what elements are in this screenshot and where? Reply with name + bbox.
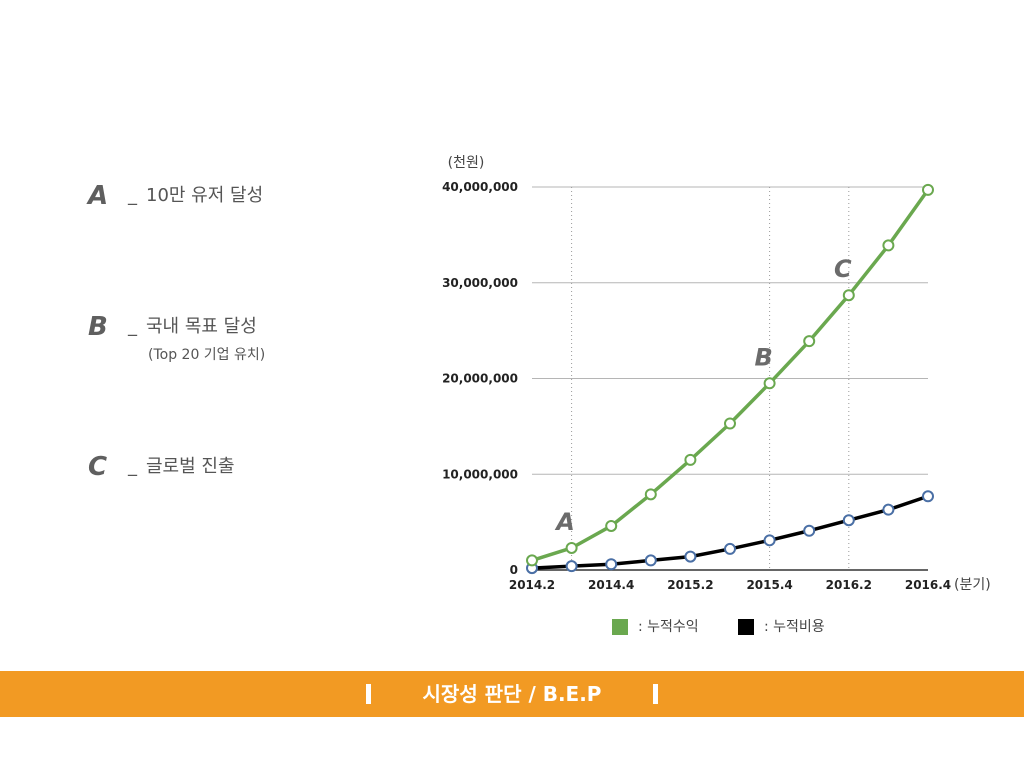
milestone-letter: C	[88, 452, 108, 482]
data-point-revenue	[763, 377, 776, 390]
data-point-cost	[922, 490, 934, 503]
milestone-dash: _	[128, 456, 137, 477]
x-axis-label: (분기)	[954, 577, 991, 593]
x-tick-label: 2016.2	[826, 578, 872, 592]
data-point-revenue	[565, 541, 578, 554]
data-point-revenue	[605, 519, 618, 532]
milestone-text: 국내 목표 달성	[146, 316, 257, 337]
x-tick-label: 2016.4	[905, 578, 951, 592]
milestone-list: A _ 10만 유저 달성 B _ 국내 목표 달성 (Top 20 기업 유치…	[0, 0, 420, 600]
banner-title: 시장성 판단 / B.E.P	[422, 682, 602, 706]
legend-swatch-cost	[738, 619, 754, 635]
y-axis-label: (천원)	[448, 155, 485, 171]
annotation-label: B	[754, 343, 772, 371]
y-tick-label: 40,000,000	[442, 180, 518, 194]
x-tick-label: 2015.2	[667, 578, 713, 592]
data-point-cost	[882, 503, 895, 516]
data-point-revenue	[803, 335, 816, 348]
x-tick-label: 2015.4	[746, 578, 792, 592]
data-point-cost	[763, 534, 776, 547]
banner-left-bar	[366, 684, 371, 704]
y-tick-label: 20,000,000	[442, 372, 518, 386]
milestone-letter: B	[88, 312, 108, 342]
y-tick-label: 10,000,000	[442, 467, 518, 481]
data-point-revenue	[842, 289, 855, 302]
legend-label-cost: : 누적비용	[764, 619, 825, 635]
data-point-cost	[644, 554, 657, 567]
series-line-cost	[531, 494, 929, 570]
milestone-dash: _	[128, 185, 137, 206]
data-point-revenue	[922, 183, 934, 196]
annotation-label: A	[554, 508, 575, 536]
milestone-letter: A	[88, 181, 109, 211]
legend-label-revenue: : 누적수익	[638, 619, 699, 635]
y-tick-label: 0	[510, 563, 518, 577]
series-line-revenue	[531, 188, 930, 563]
milestone-subtext: (Top 20 기업 유치)	[148, 347, 266, 363]
data-point-cost	[605, 558, 618, 571]
data-point-revenue	[526, 554, 538, 567]
data-point-revenue	[724, 417, 736, 430]
data-point-cost	[842, 514, 855, 527]
chart-legend: : 누적수익 : 누적비용	[612, 617, 872, 637]
milestone-text: 10만 유저 달성	[146, 185, 264, 206]
data-point-cost	[565, 560, 578, 573]
x-tick-label: 2014.2	[509, 578, 555, 592]
x-tick-label: 2014.4	[588, 578, 634, 592]
banner-right-bar	[653, 684, 658, 704]
data-point-cost	[724, 542, 736, 555]
legend-swatch-revenue	[612, 619, 628, 635]
data-point-revenue	[882, 239, 895, 252]
data-point-cost	[684, 550, 697, 563]
data-point-revenue	[644, 488, 657, 501]
milestone-text: 글로벌 진출	[146, 456, 235, 477]
section-banner: 시장성 판단 / B.E.P	[0, 671, 1024, 717]
milestone-dash: _	[128, 316, 137, 337]
data-point-revenue	[684, 453, 697, 466]
annotation-label: C	[834, 255, 852, 283]
data-point-cost	[803, 524, 816, 537]
y-tick-label: 30,000,000	[442, 276, 518, 290]
bep-line-chart: 0 10,000,000 20,000,000 30,000,000 40,000,00…	[442, 155, 991, 593]
